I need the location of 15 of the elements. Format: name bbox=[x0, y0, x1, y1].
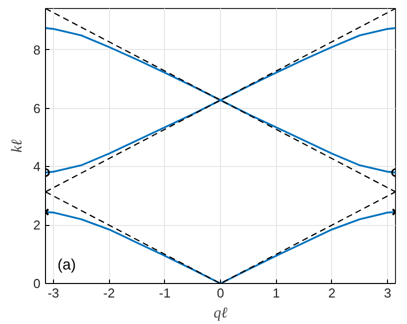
annotation: (a) bbox=[58, 256, 76, 274]
x-tick-label: 3 bbox=[384, 286, 392, 300]
x-tick-label: -2 bbox=[103, 286, 115, 300]
y-tick-label: 4 bbox=[33, 159, 41, 174]
y-tick-label: 2 bbox=[33, 218, 41, 233]
x-tick-label: -1 bbox=[159, 286, 171, 300]
y-axis-title: kℓ bbox=[9, 138, 26, 152]
x-tick-label: 0 bbox=[216, 286, 224, 300]
x-axis-title: qℓ bbox=[214, 306, 228, 322]
y-tick-label: 6 bbox=[33, 100, 41, 116]
x-tick-label: 2 bbox=[328, 286, 336, 300]
y-tick-label: 0 bbox=[33, 276, 41, 291]
x-tick-label: -3 bbox=[48, 286, 60, 300]
y-tick-label: 8 bbox=[33, 42, 41, 58]
x-tick-label: 1 bbox=[272, 286, 280, 300]
